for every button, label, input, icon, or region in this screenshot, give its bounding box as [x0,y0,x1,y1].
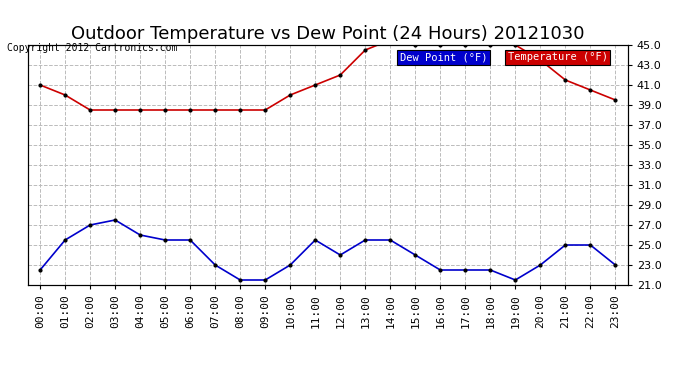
Text: Temperature (°F): Temperature (°F) [508,52,608,62]
Title: Outdoor Temperature vs Dew Point (24 Hours) 20121030: Outdoor Temperature vs Dew Point (24 Hou… [71,26,584,44]
Text: Copyright 2012 Cartronics.com: Copyright 2012 Cartronics.com [7,43,177,52]
Text: Dew Point (°F): Dew Point (°F) [400,52,487,62]
